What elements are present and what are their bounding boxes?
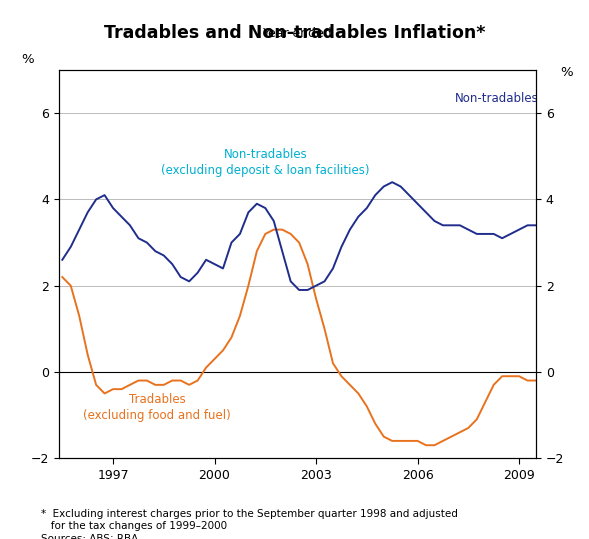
Text: Sources: ABS; RBA: Sources: ABS; RBA — [41, 534, 138, 539]
Text: Non-tradables
(excluding deposit & loan facilities): Non-tradables (excluding deposit & loan … — [161, 148, 369, 177]
Text: *  Excluding interest charges prior to the September quarter 1998 and adjusted
 : * Excluding interest charges prior to th… — [41, 509, 458, 531]
Title: Year-ended: Year-ended — [263, 27, 332, 40]
Y-axis label: %: % — [22, 53, 34, 66]
Y-axis label: %: % — [561, 66, 573, 79]
Text: Tradables
(excluding food and fuel): Tradables (excluding food and fuel) — [83, 393, 231, 423]
Text: Tradables and Non-tradables Inflation*: Tradables and Non-tradables Inflation* — [104, 24, 485, 42]
Text: Non-tradables: Non-tradables — [455, 92, 538, 105]
